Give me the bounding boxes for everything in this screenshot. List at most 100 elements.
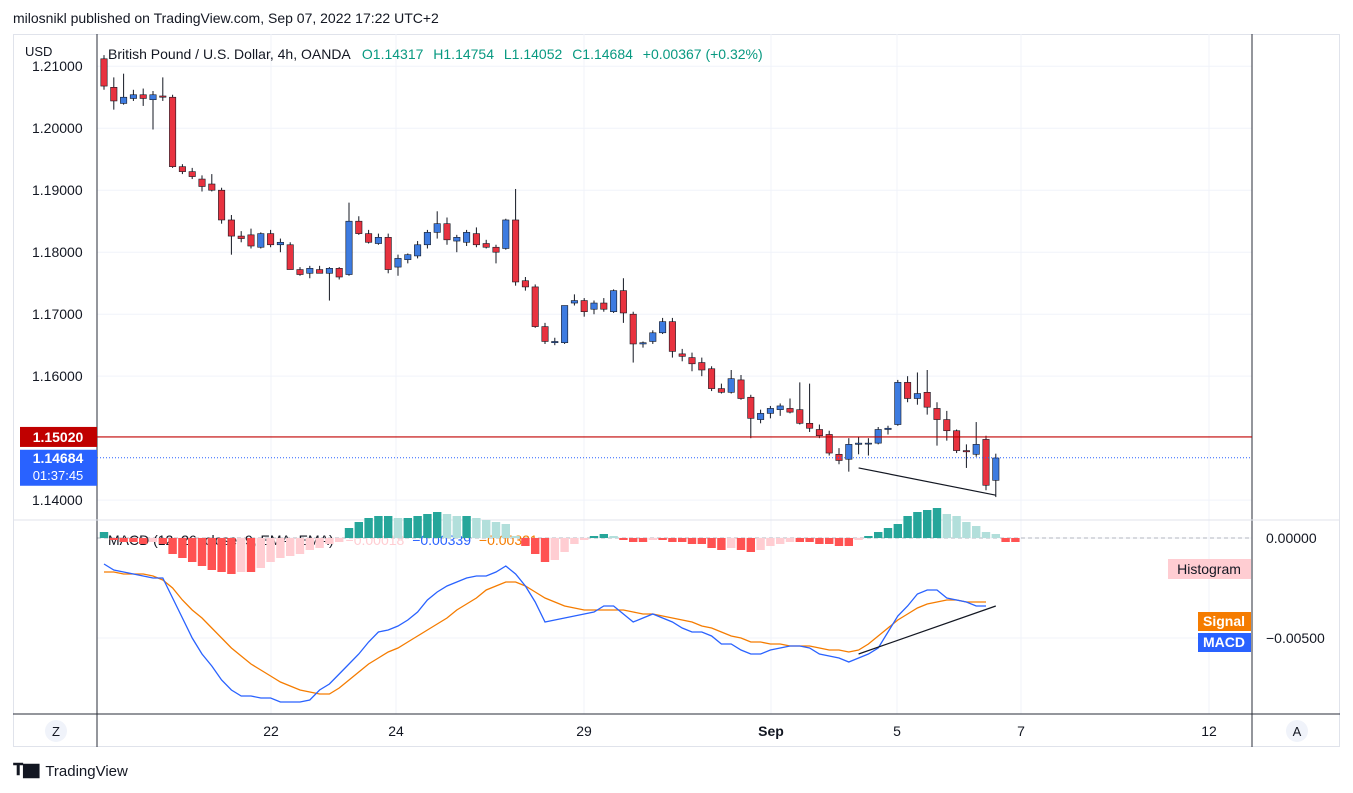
histogram-bar [393, 518, 403, 538]
histogram-bar [286, 538, 295, 556]
time-tick-label: 5 [893, 723, 901, 739]
candle-up [992, 457, 1000, 481]
price-trendline [858, 467, 996, 496]
histogram-bar [227, 538, 236, 574]
histogram-bar [795, 538, 804, 542]
macd-line [103, 563, 986, 703]
time-tick-label: 29 [576, 723, 592, 739]
histogram-bar [785, 538, 795, 542]
price-tick-label: 1.16000 [32, 368, 83, 384]
histogram-bar [962, 522, 971, 538]
histogram-bar [423, 514, 432, 538]
macd-tick-label: −0.00500 [1266, 630, 1325, 646]
histogram-bar [246, 538, 256, 572]
candle-down [737, 379, 745, 399]
candle-up [306, 268, 314, 274]
histogram-bar [570, 538, 579, 544]
price-axis-ticks: 1.21000 1.20000 1.19000 1.18000 1.17000 1.160… [32, 58, 83, 508]
candle-down [943, 419, 951, 432]
ohlc-low: L1.14052 [504, 46, 563, 62]
candle-down [717, 388, 725, 393]
svg-text:British Pound / U.S. Dollar, 4: British Pound / U.S. Dollar, 4h, OANDA O… [108, 46, 763, 62]
candle-down [188, 171, 196, 177]
histogram-bar [237, 538, 246, 572]
histogram-bar [825, 538, 834, 544]
histogram-bar [511, 536, 520, 538]
candle-up [276, 241, 284, 246]
alert-line[interactable] [97, 436, 1252, 459]
histogram-bar [178, 538, 187, 558]
auto-scale-button[interactable]: A [1286, 720, 1308, 742]
candle-down [619, 290, 627, 314]
histogram-bar [599, 534, 608, 538]
candle-up [120, 96, 128, 104]
currency-label: USD [25, 44, 52, 59]
histogram-bar [550, 538, 559, 560]
histogram-bar [717, 538, 726, 550]
candle-up [149, 94, 157, 101]
time-tick-label: 22 [263, 723, 279, 739]
candle-down [208, 183, 216, 191]
histogram-bar [697, 538, 706, 544]
alert-price-tag [20, 426, 97, 447]
candle-down [982, 439, 990, 486]
candle-up [766, 408, 774, 414]
histogram-bar [276, 538, 285, 558]
histogram-bar [972, 526, 981, 538]
macd-tag [1198, 633, 1251, 652]
candle-up [423, 232, 431, 246]
candle-down [267, 233, 275, 246]
candle-up [404, 254, 412, 260]
candle-up [845, 444, 853, 460]
histogram-bar [139, 538, 148, 544]
axes [13, 34, 1340, 747]
histogram-bar [589, 536, 599, 538]
candle-down [384, 237, 392, 270]
histogram-bar [638, 538, 648, 542]
candle-down [100, 58, 108, 87]
zoom-button[interactable]: Z [45, 720, 67, 742]
histogram-bar [315, 538, 324, 548]
histogram-bar [815, 538, 824, 544]
candle-down [365, 233, 373, 243]
candle-up [590, 302, 598, 310]
macd-histogram [99, 508, 1020, 574]
candle-down [492, 246, 500, 253]
candle-down [169, 96, 177, 167]
time-tick-label: 24 [388, 723, 404, 739]
candle-down [933, 408, 941, 420]
candle-up [864, 442, 872, 445]
candles [100, 55, 1000, 498]
histogram-bar [727, 538, 736, 548]
candle-up [855, 442, 863, 445]
histogram-bar [217, 538, 226, 572]
candle-down [159, 95, 167, 98]
macd-lines [103, 563, 996, 703]
macd-label: MACD [1203, 634, 1245, 650]
candle-up [727, 378, 735, 393]
histogram-bar [687, 538, 697, 544]
histogram-bar [1001, 538, 1010, 542]
histogram-bar [736, 538, 746, 550]
signal-line [104, 571, 986, 695]
candle-down [688, 357, 696, 365]
candle-up [874, 429, 882, 444]
candle-down [668, 321, 676, 352]
histogram-bar [648, 538, 657, 540]
histogram-bar [521, 538, 530, 546]
histogram-bar [560, 538, 569, 552]
candle-up [551, 341, 559, 344]
candle-up [433, 223, 441, 233]
price-legend: British Pound / U.S. Dollar, 4h, OANDA O… [108, 46, 763, 62]
candle-down [806, 422, 814, 429]
histogram-bar [609, 536, 618, 538]
price-tick-label: 1.18000 [32, 244, 83, 260]
histogram-bar [197, 538, 207, 566]
histogram-bar [335, 538, 344, 542]
histogram-bar [207, 538, 216, 570]
candle-down [962, 450, 970, 453]
histogram-bar [325, 538, 334, 544]
histogram-bar [923, 510, 932, 538]
candle-up [913, 393, 921, 399]
